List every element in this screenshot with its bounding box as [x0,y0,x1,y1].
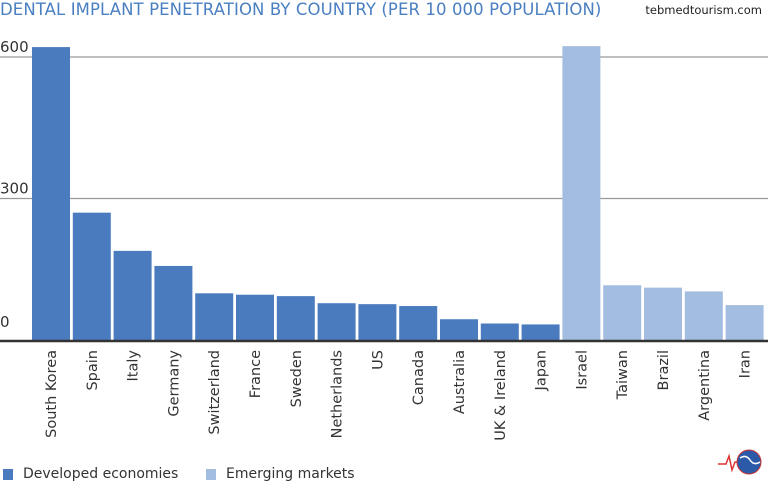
x-tick-label: UK & Ireland [493,350,509,441]
bar-israel[interactable] [562,46,601,340]
y-tick-label: 300 [0,180,29,198]
x-tick-label: Germany [166,350,182,417]
bar-netherlands[interactable] [317,303,356,340]
x-tick-label: US [370,350,386,370]
bar-switzerland[interactable] [195,293,234,340]
bar-uk-ireland[interactable] [480,323,519,340]
legend-item-developed: Developed economies [3,466,178,482]
bar-iran[interactable] [725,305,764,340]
x-tick-labels: South Korea Spain Italy Germany Switzerland F… [44,350,754,441]
bar-france[interactable] [236,294,274,340]
x-tick-label: Brazil [656,350,672,390]
x-tick-label: Spain [85,350,101,391]
bars [32,46,764,340]
bar-brazil[interactable] [644,287,682,340]
y-tick-label: 0 [0,313,10,331]
x-tick-label: Netherlands [330,350,346,438]
x-tick-label: France [248,350,264,398]
bar-germany[interactable] [154,265,193,340]
bar-italy[interactable] [113,250,152,340]
bar-australia[interactable] [440,319,478,340]
x-tick-label: Sweden [289,350,305,407]
bar-us[interactable] [358,304,397,340]
x-tick-label: Argentina [697,350,713,421]
x-tick-label: Iran [738,350,754,378]
legend-swatch-developed [3,468,13,480]
bar-taiwan[interactable] [603,285,642,340]
x-tick-label: Taiwan [615,350,631,400]
chart-title: DENTAL IMPLANT PENETRATION BY COUNTRY (P… [0,0,602,19]
bar-japan[interactable] [521,324,560,340]
x-tick-label: Canada [411,350,427,405]
legend-label-developed: Developed economies [23,466,179,482]
bar-south-korea[interactable] [32,47,70,340]
x-tick-label: Australia [452,350,468,414]
bar-spain[interactable] [72,212,111,340]
legend-swatch-emerging [206,468,216,480]
x-tick-label: Israel [574,350,590,390]
y-tick-labels: 0 300 600 [0,38,29,331]
source-label[interactable]: tebmedtourism.com [645,3,762,17]
y-tick-label: 600 [0,38,29,56]
legend-item-emerging: Emerging markets [206,466,355,482]
legend-label-emerging: Emerging markets [226,466,355,482]
x-tick-label: Italy [126,350,142,382]
x-tick-label: Switzerland [207,350,223,435]
bar-canada[interactable] [399,306,438,340]
bar-chart: 0 300 600 South Korea Spain Italy Germany Swit… [0,38,768,441]
bar-argentina[interactable] [684,291,723,340]
x-tick-label: South Korea [44,350,60,438]
logo-globe-icon [718,449,762,475]
x-tick-label: Japan [534,350,550,391]
bar-sweden[interactable] [276,296,315,340]
gridlines [0,56,768,200]
